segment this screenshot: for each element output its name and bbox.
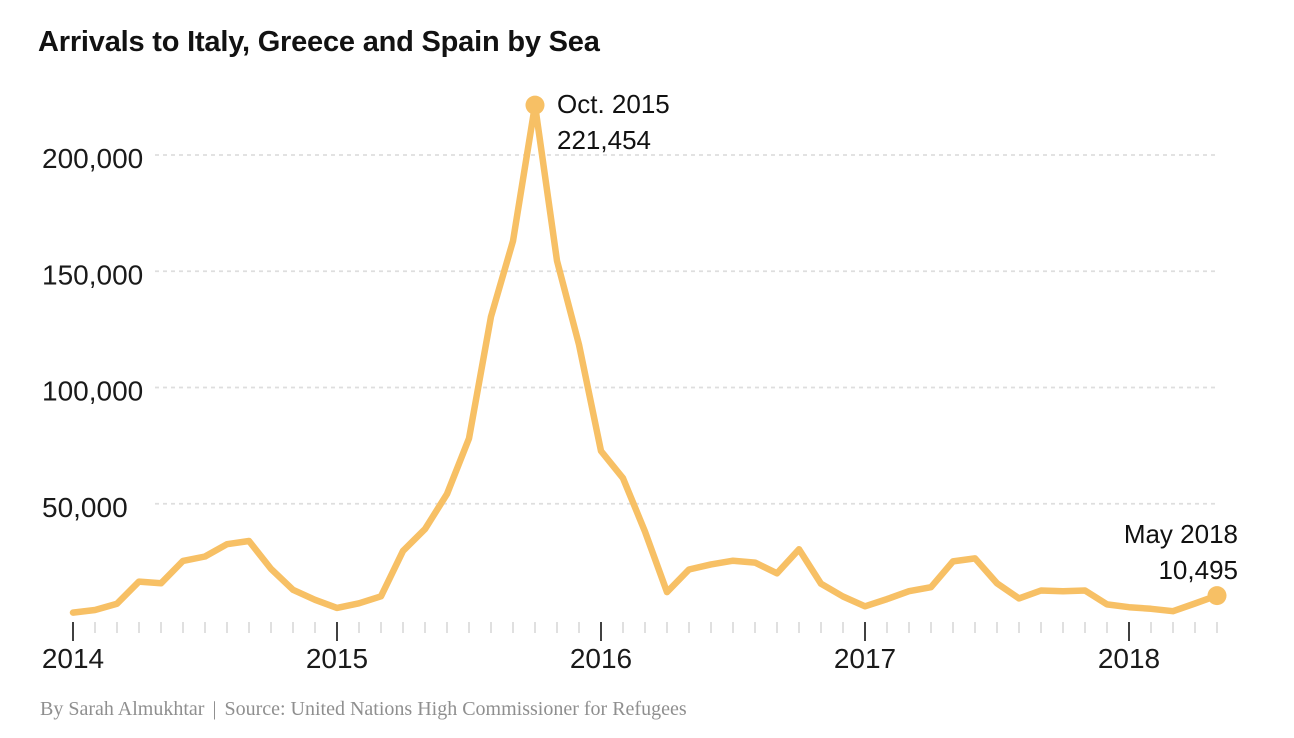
annotation-dot-marker — [525, 95, 545, 115]
footer-divider: | — [212, 698, 217, 720]
x-axis-label: 2015 — [306, 643, 368, 674]
source-credit: Source: United Nations High Commissioner… — [224, 698, 687, 720]
latest-annotation-date: May 2018 — [1123, 519, 1238, 549]
byline: By Sarah Almukhtar — [40, 698, 205, 720]
peak-annotation: Oct. 2015 221,454 — [557, 86, 670, 158]
x-axis-label: 2018 — [1098, 643, 1160, 674]
y-axis-label: 50,000 — [42, 492, 128, 523]
x-axis-label: 2014 — [42, 643, 104, 674]
arrivals-line-series — [69, 101, 1221, 616]
y-axis-label: 200,000 — [42, 143, 143, 174]
peak-annotation-date: Oct. 2015 — [557, 89, 670, 119]
chart-footer: By Sarah Almukhtar | Source: United Nation… — [40, 697, 687, 721]
x-axis-label: 2017 — [834, 643, 896, 674]
peak-annotation-value: 221,454 — [557, 125, 651, 155]
latest-annotation-value: 10,495 — [1158, 555, 1238, 585]
y-axis-label: 100,000 — [42, 376, 143, 407]
latest-annotation: May 2018 10,495 — [1124, 516, 1238, 588]
annotation-dot-marker — [1207, 586, 1227, 606]
y-axis-label: 150,000 — [42, 259, 143, 290]
chart-title: Arrivals to Italy, Greece and Spain by S… — [38, 26, 600, 58]
x-axis-label: 2016 — [570, 643, 632, 674]
